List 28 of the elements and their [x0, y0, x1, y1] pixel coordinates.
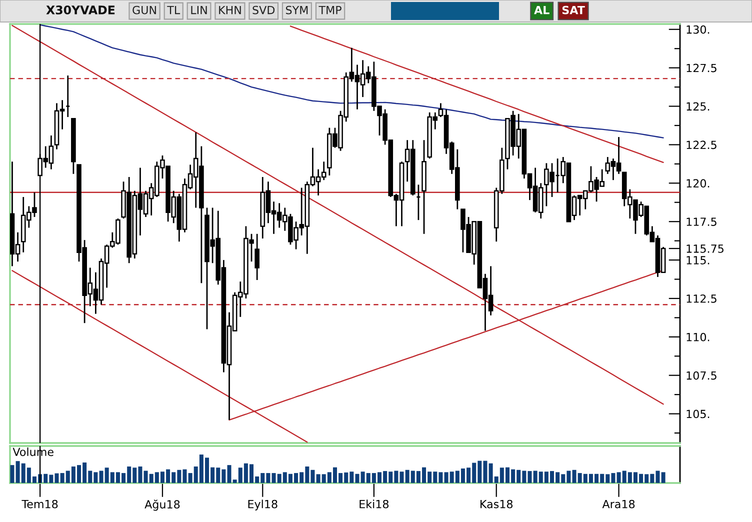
- text: TL: [167, 6, 180, 14]
- x-tick-label: Eyl18: [248, 500, 278, 510]
- y-tick-label: 127.5: [686, 64, 716, 72]
- y-tick-label: 130.: [686, 25, 710, 34]
- x-tick-label: Eki18: [360, 500, 389, 508]
- x-tick-label: Ara18: [602, 500, 635, 508]
- x-tick-label: Ağu18: [144, 500, 180, 511]
- y-tick-label: 120.: [686, 179, 710, 188]
- x-tick-label: Tem18: [22, 500, 58, 508]
- y-tick-label: 112.5: [686, 294, 716, 303]
- y-tick-label: 110.: [686, 332, 710, 342]
- y-tick-label: 107.5: [686, 371, 716, 380]
- text: SAT: [562, 6, 585, 14]
- text: LIN: [191, 6, 207, 14]
- y-tick-label: 122.5: [686, 140, 716, 150]
- y-tick-label: 115.: [686, 256, 710, 264]
- text: TMP: [318, 6, 342, 14]
- text: SVD: [252, 6, 275, 14]
- text: SYM: [286, 6, 308, 14]
- text: GUN: [132, 6, 156, 14]
- y-tick-label: 115.75: [686, 244, 724, 253]
- text: AL: [534, 6, 550, 14]
- chart-title: X30YVADE: [46, 5, 115, 14]
- y-tick-label: 125.: [686, 102, 710, 111]
- text: KHN: [219, 6, 241, 14]
- y-tick-label: 105.: [686, 410, 710, 418]
- x-tick-label: Kas18: [480, 500, 513, 508]
- y-tick-label: 117.5: [686, 218, 716, 226]
